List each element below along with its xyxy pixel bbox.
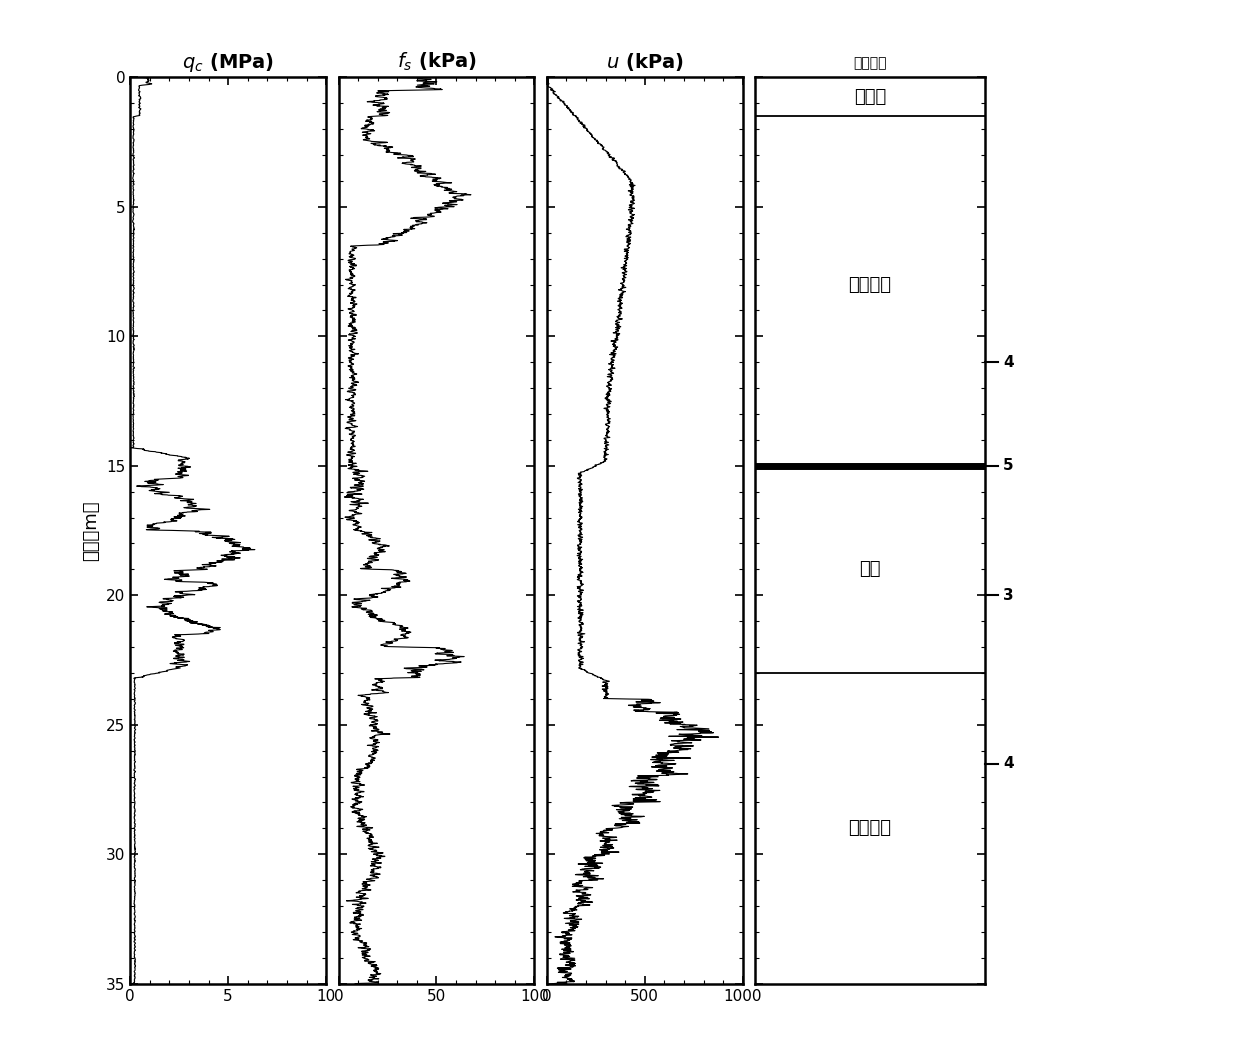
- Text: 细砂: 细砂: [859, 561, 880, 579]
- Text: 3: 3: [1003, 587, 1013, 603]
- Title: $q_c$ (MPa): $q_c$ (MPa): [182, 51, 274, 73]
- Text: 淤泥质土: 淤泥质土: [848, 276, 892, 294]
- Title: $f_s$ (kPa): $f_s$ (kPa): [397, 51, 476, 73]
- Text: 4: 4: [1003, 756, 1013, 771]
- Title: $u$ (kPa): $u$ (kPa): [606, 51, 683, 73]
- Text: 粉质黏土: 粉质黏土: [848, 819, 892, 837]
- Title: 土层划分: 土层划分: [853, 56, 887, 71]
- Text: 5: 5: [1003, 458, 1013, 474]
- Text: 耕植土: 耕植土: [853, 88, 887, 106]
- Y-axis label: 深度（m）: 深度（m）: [82, 500, 100, 561]
- Text: 4: 4: [1003, 355, 1013, 370]
